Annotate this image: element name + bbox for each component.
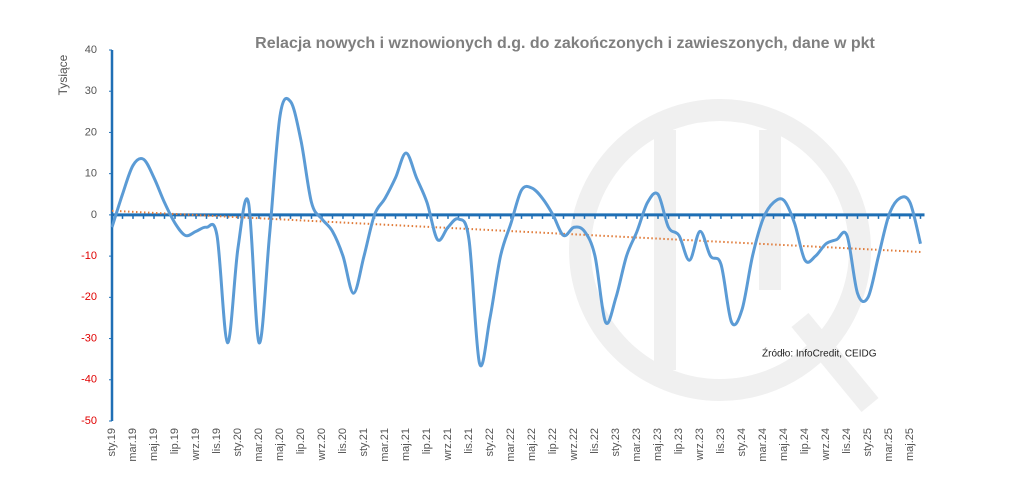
x-tick-label: sty.20 [232, 428, 244, 457]
y-tick-label: 0 [91, 209, 97, 221]
x-tick-label: sty.19 [106, 428, 118, 457]
x-tick-label: mar.20 [253, 428, 265, 462]
x-tick-label: mar.22 [505, 428, 517, 462]
x-tick-label: lip.22 [547, 428, 559, 454]
x-tick-label: sty.23 [610, 428, 622, 457]
x-tick-label: wrz.20 [316, 428, 328, 461]
x-tick-label: maj.20 [274, 428, 286, 461]
x-tick-label: lip.21 [421, 428, 433, 454]
x-tick-label: maj.21 [400, 428, 412, 461]
x-tick-label: maj.23 [652, 428, 664, 461]
x-tick-label: sty.22 [484, 428, 496, 457]
x-tick-label: sty.21 [358, 428, 370, 457]
x-tick-label: mar.25 [883, 428, 895, 462]
x-tick-label: maj.25 [904, 428, 916, 461]
x-tick-label: lis.22 [589, 428, 601, 454]
x-tick-label: sty.25 [862, 428, 874, 457]
x-tick-label: lis.21 [463, 428, 475, 454]
x-tick-label: lis.20 [337, 428, 349, 454]
y-tick-label: 40 [85, 44, 97, 56]
y-tick-label: 20 [85, 126, 97, 138]
x-tick-label: lis.19 [211, 428, 223, 454]
x-tick-label: lis.24 [841, 428, 853, 454]
x-tick-label: wrz.22 [568, 428, 580, 461]
x-tick-label: mar.19 [127, 428, 139, 462]
x-tick-label: wrz.24 [820, 428, 832, 461]
x-tick-label: lip.23 [673, 428, 685, 454]
chart-title: Relacja nowych i wznowionych d.g. do zak… [255, 35, 875, 52]
y-tick-label: -50 [81, 415, 97, 427]
y-tick-label: -10 [81, 250, 97, 262]
y-tick-label: 30 [85, 85, 97, 97]
y-tick-label: -20 [81, 291, 97, 303]
x-tick-label: lip.20 [295, 428, 307, 454]
trendline [111, 209, 921, 253]
source: Źródło: InfoCredit, CEIDG [762, 347, 877, 360]
y-tick-label: 10 [85, 168, 97, 180]
x-tick-label: maj.22 [526, 428, 538, 461]
x-tick-label: sty.24 [736, 428, 748, 457]
x-tick-label: maj.19 [148, 428, 160, 461]
x-tick-label: mar.23 [631, 428, 643, 462]
x-tick-label: wrz.19 [190, 428, 202, 461]
x-tick-label: wrz.21 [442, 428, 454, 461]
x-tick-label: mar.24 [757, 428, 769, 462]
watermark [569, 99, 879, 412]
y-tick-label: -30 [81, 332, 97, 344]
x-tick-label: lip.19 [169, 428, 181, 454]
y-axis-label: Tysiące [56, 54, 70, 95]
x-tick-label: lis.23 [715, 428, 727, 454]
y-tick-label: -40 [81, 374, 97, 386]
x-tick-label: lip.24 [799, 428, 811, 454]
x-tick-label: maj.24 [778, 428, 790, 461]
series-line [110, 96, 922, 368]
x-tick-label: mar.21 [379, 428, 391, 462]
x-tick-label: wrz.23 [694, 428, 706, 461]
